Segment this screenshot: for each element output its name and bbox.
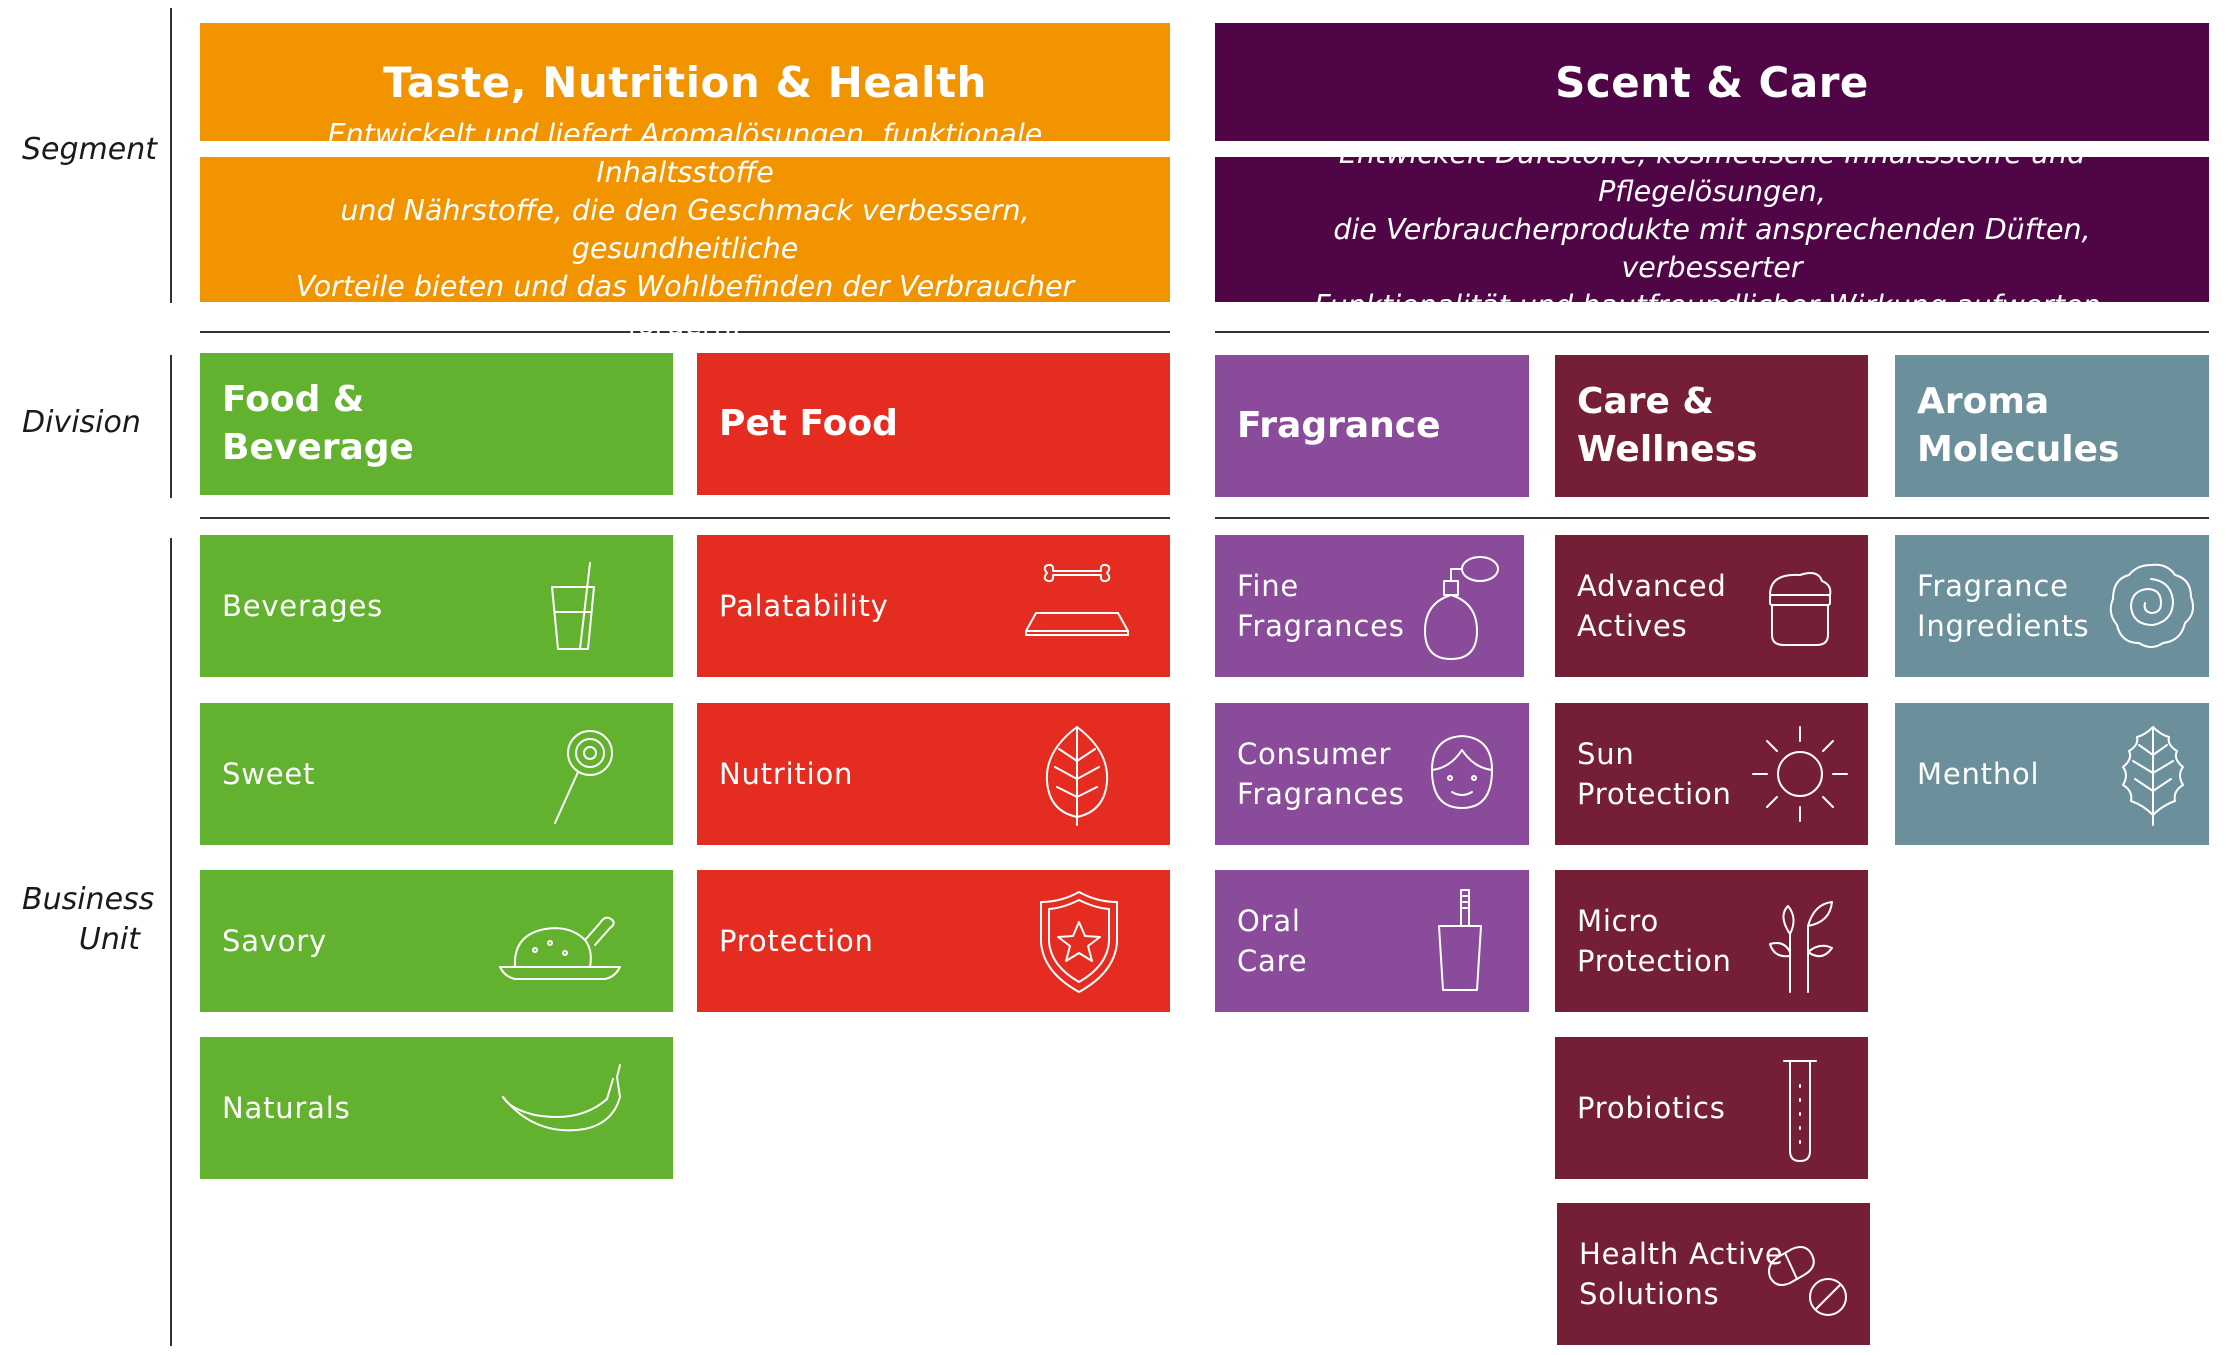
sun-icon: [1752, 726, 1848, 822]
business-unit-beverages: Beverages: [200, 535, 673, 677]
mint-leaf-icon: [2122, 726, 2184, 826]
business-unit-consumer-fragrances: Consumer Fragrances: [1215, 703, 1529, 845]
segment-title-taste-nutrition-health: Taste, Nutrition & Health: [200, 23, 1170, 141]
business-unit-protection: Protection: [697, 870, 1170, 1012]
business-unit-micro-protection: Micro Protection: [1555, 870, 1868, 1012]
face-icon: [1431, 735, 1493, 809]
separator-right-top: [1215, 331, 2209, 333]
test-tube-icon: [1783, 1060, 1817, 1162]
sprout-icon: [1769, 901, 1833, 993]
row-label-division: Division: [22, 405, 141, 440]
separator-right-bottom: [1215, 517, 2209, 519]
banana-icon: [502, 1064, 621, 1132]
row-label-segment: Segment: [22, 132, 157, 167]
toothbrush-cup-icon: [1438, 889, 1482, 991]
separator-left-top: [200, 331, 1170, 333]
shield-star-icon: [1040, 891, 1118, 993]
division-food-beverage: Food & Beverage: [200, 353, 673, 495]
cream-jar-icon: [1769, 572, 1832, 646]
business-unit-savory: Savory: [200, 870, 673, 1012]
business-unit-oral-care: Oral Care: [1215, 870, 1529, 1012]
row-label-business-unit: Business Unit: [22, 882, 155, 957]
business-unit-probiotics: Probiotics: [1555, 1037, 1868, 1179]
division-fragrance: Fragrance: [1215, 355, 1529, 497]
business-unit-row-rule: [170, 538, 172, 1346]
division-row-rule: [170, 355, 172, 498]
business-unit-advanced-actives: Advanced Actives: [1555, 535, 1868, 677]
segment-description-taste-nutrition-health: Entwickelt und liefert Aromalösungen, fu…: [200, 118, 1170, 341]
business-unit-health-active-solutions: Health Active Solutions: [1557, 1203, 1870, 1345]
glass-icon: [551, 562, 595, 650]
lollipop-icon: [554, 730, 613, 824]
separator-left-bottom: [200, 517, 1170, 519]
division-pet-food: Pet Food: [697, 353, 1170, 495]
business-unit-palatability: Palatability: [697, 535, 1170, 677]
pills-icon: [1768, 1246, 1847, 1316]
business-unit-fragrance-ingredients: Fragrance Ingredients: [1895, 535, 2209, 677]
pet-bowl-icon: [1025, 563, 1129, 636]
division-care-wellness: Care & Wellness: [1555, 355, 1868, 497]
perfume-bottle-icon: [1424, 556, 1499, 660]
division-aroma-molecules: Aroma Molecules: [1895, 355, 2209, 497]
business-unit-sweet: Sweet: [200, 703, 673, 845]
leaf-icon: [1045, 726, 1109, 826]
rose-icon: [2109, 563, 2194, 648]
business-unit-fine-fragrances: Fine Fragrances: [1215, 535, 1524, 677]
roast-chicken-icon: [499, 916, 621, 980]
business-unit-sun-protection: Sun Protection: [1555, 703, 1868, 845]
segment-description-scent-care: Entwickelt Duftstoffe, kosmetische Inhal…: [1215, 137, 2209, 322]
segment-title-scent-care: Scent & Care: [1215, 23, 2209, 141]
segment-row-rule: [170, 8, 172, 303]
business-unit-naturals: Naturals: [200, 1037, 673, 1179]
business-unit-nutrition: Nutrition: [697, 703, 1170, 845]
business-unit-menthol: Menthol: [1895, 703, 2209, 845]
